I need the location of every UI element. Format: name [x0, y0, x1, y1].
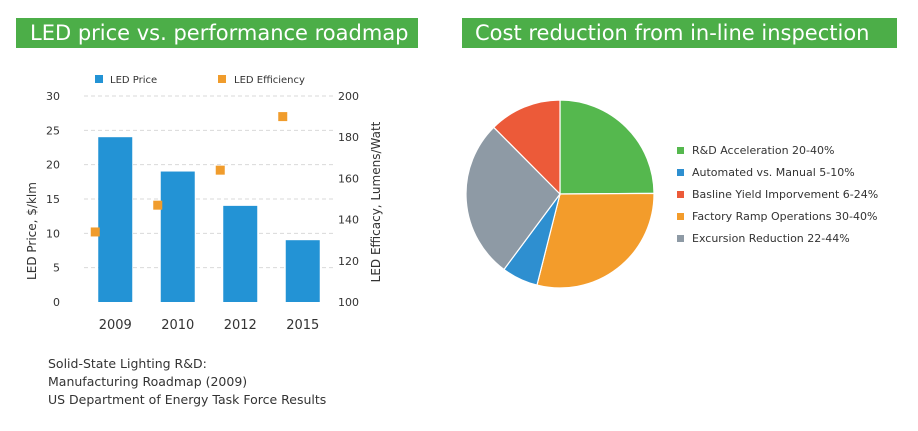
bar	[160, 171, 195, 302]
pie-legend-label: Excursion Reduction 22-44%	[692, 232, 850, 245]
source-note: Solid-State Lighting R&D: Manufacturing …	[48, 355, 326, 409]
y2-tick-label: 200	[338, 90, 359, 103]
pie-legend-label: Automated vs. Manual 5-10%	[692, 166, 855, 179]
efficiency-marker	[215, 165, 225, 175]
x-tick-label: 2010	[161, 318, 194, 333]
y2-axis-label: LED Efficacy, Lumens/Watt	[369, 121, 383, 282]
pie-legend-swatch	[677, 235, 684, 242]
efficiency-marker	[278, 112, 288, 122]
pie-legend-swatch	[677, 147, 684, 154]
pie-legend-swatch	[677, 213, 684, 220]
pie-legend-label: Factory Ramp Operations 30-40%	[692, 210, 877, 223]
bar	[223, 205, 258, 302]
pie-chart-title: Cost reduction from in-line inspection	[462, 18, 897, 48]
y-tick-label: 15	[46, 193, 60, 206]
y-tick-label: 10	[46, 227, 60, 240]
y2-tick-label: 180	[338, 131, 359, 144]
pie-legend-swatch	[677, 191, 684, 198]
y-tick-label: 20	[46, 159, 60, 172]
pie-slice	[559, 100, 655, 195]
pie-slice	[465, 126, 561, 271]
pie-legend-swatch	[677, 169, 684, 176]
y-axis-label: LED Price, $/klm	[25, 182, 39, 280]
y2-tick-label: 160	[338, 172, 359, 185]
legend-swatch-efficiency	[218, 75, 226, 83]
pie-slice	[536, 192, 655, 289]
cost-reduction-pie: R&D Acceleration 20-40% Automated vs. Man…	[465, 100, 878, 289]
legend-swatch-price	[95, 75, 103, 83]
pie-legend-label: Basline Yield Imporvement 6-24%	[692, 188, 878, 201]
bar	[285, 240, 320, 302]
y-tick-label: 0	[53, 296, 60, 309]
x-tick-label: 2012	[224, 318, 257, 333]
efficiency-marker	[90, 227, 100, 237]
pie-legend-label: R&D Acceleration 20-40%	[692, 144, 834, 157]
y-tick-label: 25	[46, 124, 60, 137]
legend-label-price: LED Price	[110, 75, 157, 86]
y2-tick-label: 140	[338, 214, 359, 227]
source-line: Manufacturing Roadmap (2009)	[48, 374, 248, 389]
x-tick-label: 2009	[99, 318, 132, 333]
y2-tick-label: 120	[338, 255, 359, 268]
y-tick-label: 5	[53, 262, 60, 275]
bar	[98, 137, 133, 302]
x-tick-label: 2015	[286, 318, 319, 333]
source-line: US Department of Energy Task Force Resul…	[48, 392, 327, 407]
y2-tick-label: 100	[338, 296, 359, 309]
led-roadmap-chart: 0 5 10 15 20 25 30 100 120 140 160 180 200 2009 2010 20…	[25, 75, 383, 333]
source-line: Solid-State Lighting R&D:	[48, 356, 207, 371]
efficiency-marker	[153, 200, 163, 210]
bar-chart-title: LED price vs. performance roadmap	[16, 18, 418, 48]
legend-label-efficiency: LED Efficiency	[234, 75, 305, 86]
pie-slice	[492, 100, 561, 196]
y-tick-label: 30	[46, 90, 60, 103]
